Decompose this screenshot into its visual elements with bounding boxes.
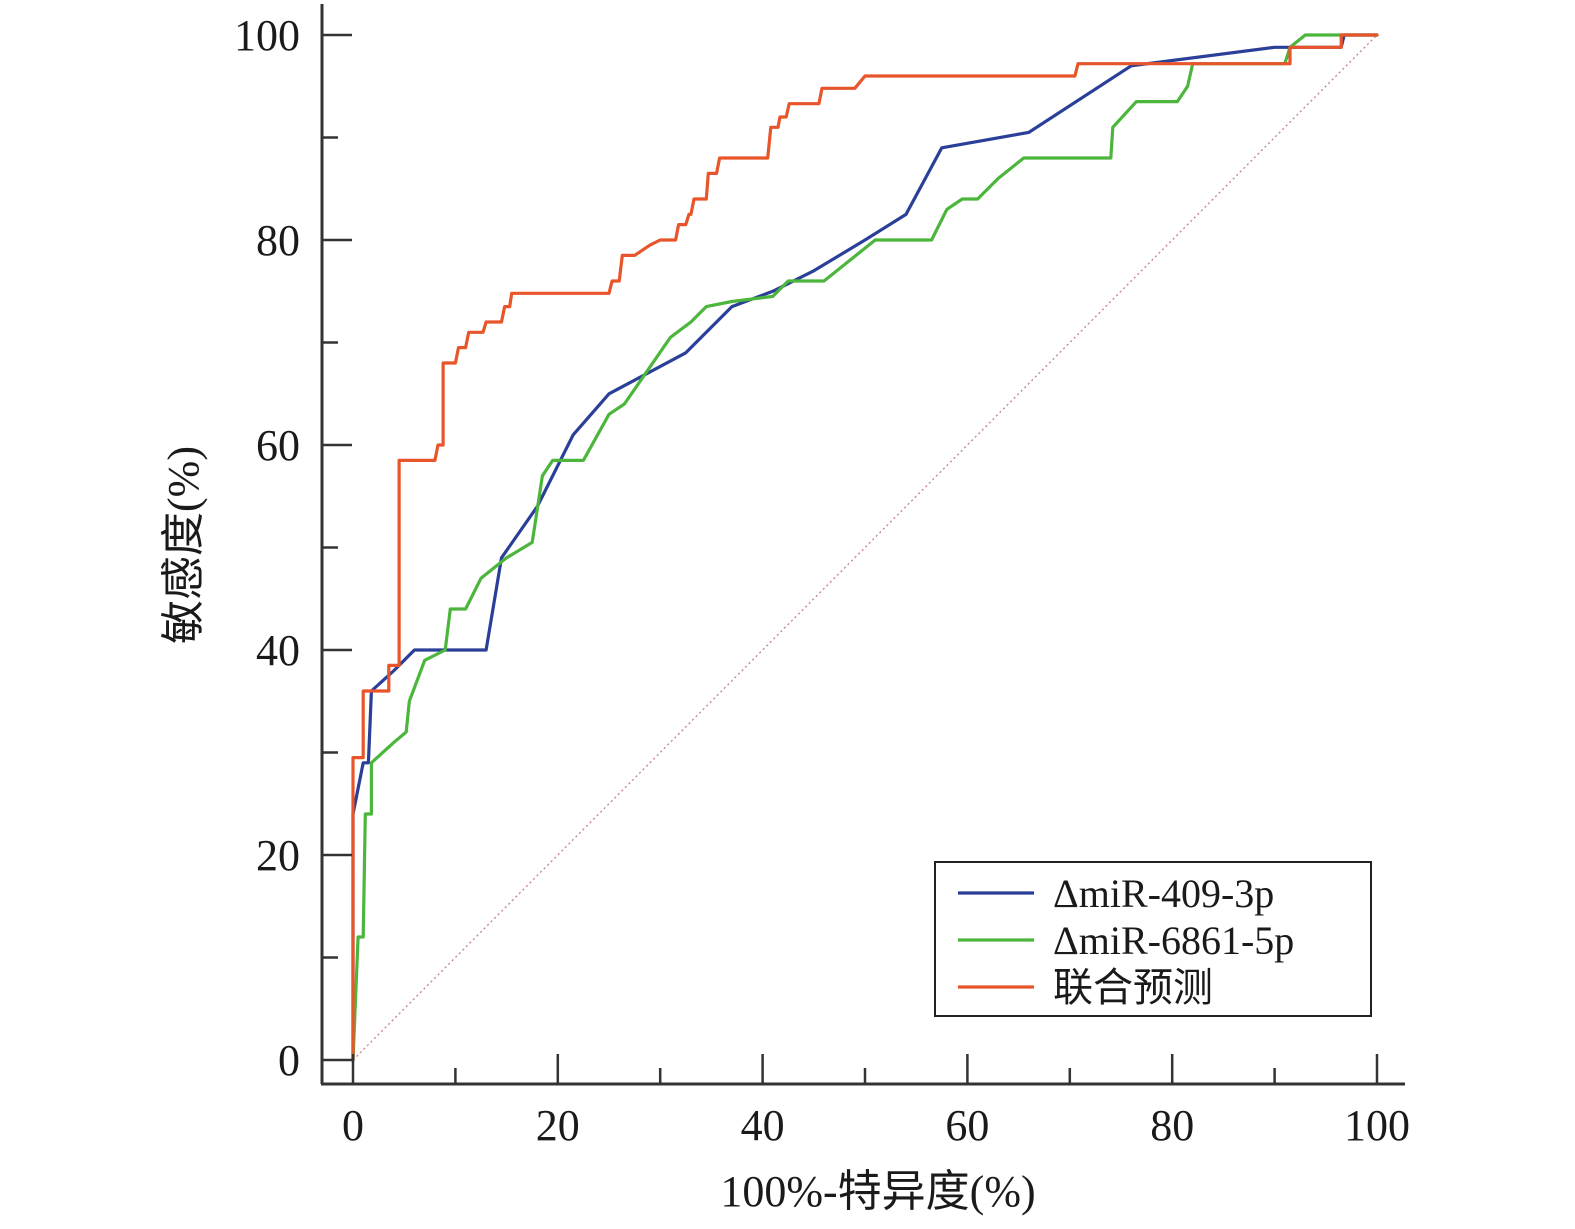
y-tick-label: 20 [256,831,300,880]
x-tick-label: 80 [1150,1101,1194,1150]
y-tick-label: 100 [234,11,300,60]
series-line-3 [351,33,1379,1062]
y-tick-label: 60 [256,421,300,470]
y-tick-label: 40 [256,626,300,675]
reference-diagonal-line [352,34,1378,1061]
x-tick-label: 60 [945,1101,989,1150]
x-tick-label: 0 [342,1101,364,1150]
y-tick-label: 80 [256,216,300,265]
legend-label-2: ΔmiR-6861-5p [1053,918,1294,963]
x-tick-label: 20 [536,1101,580,1150]
series-layer [351,33,1379,1062]
x-tick-label: 40 [741,1101,785,1150]
axes-layer: 0 20 40 60 80 100 0 20 40 60 80 100 [234,4,1410,1150]
reference-diagonal-layer [352,34,1378,1061]
x-axis-title: 100%-特异度(%) [720,1167,1035,1216]
y-axis-title: 敏感度(%) [159,446,208,644]
legend-label-1: ΔmiR-409-3p [1053,871,1274,916]
series-line-2 [351,33,1379,1062]
legend-label-3: 联合预测 [1053,965,1213,1010]
x-tick-label: 100 [1344,1101,1410,1150]
y-tick-label: 0 [278,1036,300,1085]
